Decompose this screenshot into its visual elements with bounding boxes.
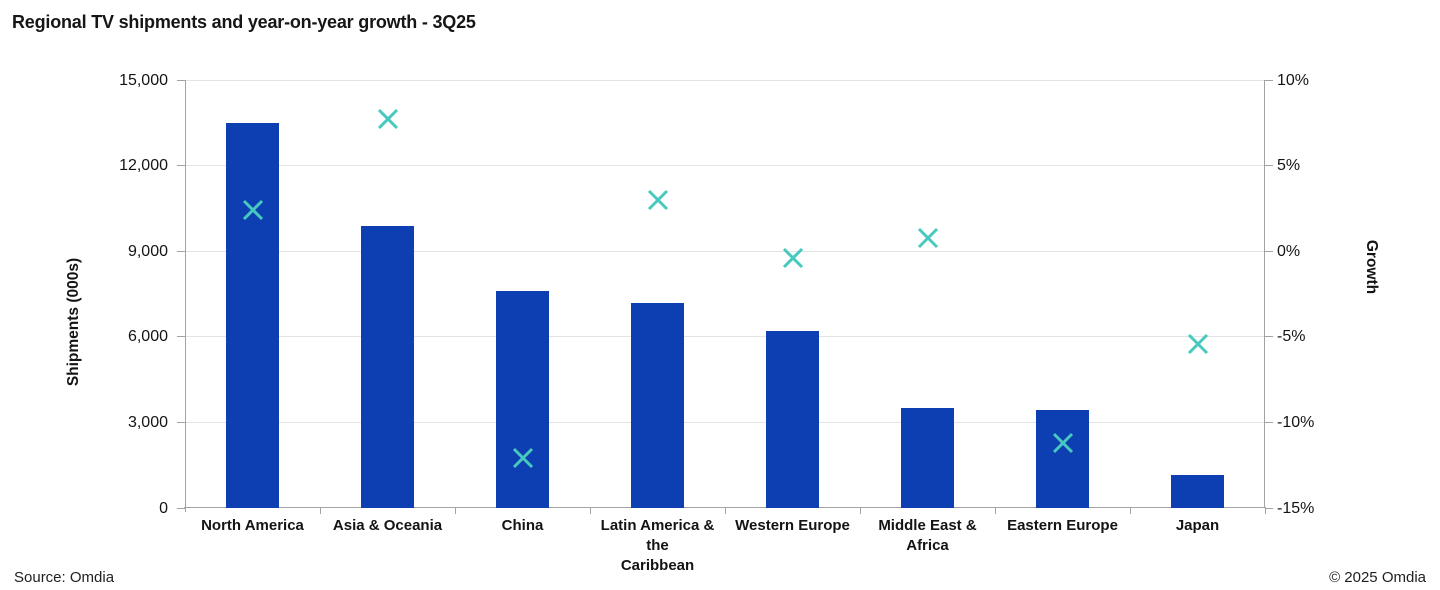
gridline: [185, 336, 1265, 338]
x-axis-tick-mark: [1129, 508, 1131, 514]
right-axis-tick-label: -5%: [1277, 328, 1306, 346]
chart-title: Regional TV shipments and year-on-year g…: [12, 12, 476, 32]
bar-china: [496, 291, 549, 508]
left-axis-tick-label: 6,000: [127, 328, 168, 346]
growth-x-marker: [1187, 333, 1208, 354]
growth-x-marker: [242, 200, 263, 221]
left-axis-tick-mark: [177, 165, 185, 167]
left-axis-tick-label: 12,000: [119, 157, 168, 175]
left-axis-tick-label: 9,000: [127, 242, 168, 260]
right-axis-tick-mark: [1265, 79, 1273, 81]
category-label-line: Africa: [906, 537, 949, 554]
gridline: [185, 165, 1265, 167]
right-axis-tick-label: -15%: [1277, 499, 1315, 517]
right-axis-tick-mark: [1265, 165, 1273, 167]
bar-asia-oceania: [361, 225, 414, 508]
copyright-note: © 2025 Omdia: [1329, 569, 1426, 586]
gridline: [185, 250, 1265, 252]
category-label-line: Caribbean: [620, 557, 695, 574]
category-label-line: North America: [201, 517, 304, 534]
right-axis-tick-label: 0%: [1277, 242, 1301, 260]
left-axis-tick-mark: [177, 421, 185, 423]
category-label-line: Japan: [1175, 517, 1220, 534]
right-axis-tick-label: -10%: [1277, 413, 1315, 431]
right-axis-tick-mark: [1265, 421, 1273, 423]
category-label: Asia & Oceania: [320, 516, 455, 536]
left-axis-line: [185, 80, 186, 512]
category-label-line: Asia & Oceania: [332, 517, 443, 534]
source-note: Source: Omdia: [14, 569, 115, 586]
plot-area: [177, 79, 1273, 514]
x-axis-tick-mark: [454, 508, 456, 514]
category-label-line: Middle East &: [878, 517, 977, 534]
category-label: Latin America & the Caribbean: [590, 516, 725, 576]
category-label: Japan: [1130, 516, 1265, 536]
x-axis-tick-mark: [994, 508, 996, 514]
x-axis-tick-mark: [859, 508, 861, 514]
right-axis-tick-mark: [1265, 507, 1273, 509]
category-label: Eastern Europe: [995, 516, 1130, 536]
left-axis-tick-label: 3,000: [127, 413, 168, 431]
growth-x-marker: [917, 227, 938, 248]
growth-x-marker: [1052, 432, 1073, 453]
bar-western-europe: [766, 331, 819, 508]
category-label: Western Europe: [725, 516, 860, 536]
left-axis-tick-mark: [177, 336, 185, 338]
left-axis-tick-labels: 15,000 12,000 9,000 6,000 3,000 0: [0, 72, 168, 517]
x-axis-line: [184, 507, 1266, 508]
x-axis-tick-mark: [724, 508, 726, 514]
left-axis-tick-mark: [177, 79, 185, 81]
growth-x-marker: [377, 109, 398, 130]
right-axis-tick-mark: [1265, 336, 1273, 338]
growth-x-marker: [647, 189, 668, 210]
growth-x-marker: [782, 247, 803, 269]
category-label-line: Eastern Europe: [1007, 517, 1118, 534]
category-label: North America: [185, 516, 320, 536]
category-label: China: [455, 516, 590, 536]
category-label-line: Latin America & the: [600, 517, 715, 554]
right-axis-tick-mark: [1265, 250, 1273, 252]
gridline: [185, 421, 1265, 423]
category-axis-labels: North America Asia & Oceania China Latin Am…: [185, 516, 1265, 574]
x-axis-tick-mark: [1264, 508, 1266, 514]
growth-x-marker: [512, 448, 533, 469]
right-axis-tick-label: 10%: [1277, 71, 1310, 89]
right-axis-tick-labels: 10% 5% 0% -5% -10% -15%: [1277, 72, 1367, 517]
bar-north-america: [226, 122, 279, 508]
left-axis-tick-label: 15,000: [119, 71, 168, 89]
left-axis-tick-mark: [177, 507, 185, 509]
category-label: Middle East & Africa: [860, 516, 995, 556]
left-axis-tick-label: 0: [159, 499, 168, 517]
bar-eastern-europe: [1036, 409, 1089, 508]
gridline: [185, 79, 1265, 81]
right-axis-line: [1264, 80, 1265, 508]
bar-latin-america-the-caribbean: [631, 302, 684, 508]
category-label-line: Western Europe: [735, 517, 850, 534]
x-axis-tick-mark: [589, 508, 591, 514]
right-axis-tick-label: 5%: [1277, 157, 1301, 175]
x-axis-tick-mark: [319, 508, 321, 514]
category-label-line: China: [501, 517, 544, 534]
left-axis-tick-mark: [177, 250, 185, 252]
bar-middle-east-africa: [901, 408, 954, 508]
bar-japan: [1171, 475, 1224, 508]
